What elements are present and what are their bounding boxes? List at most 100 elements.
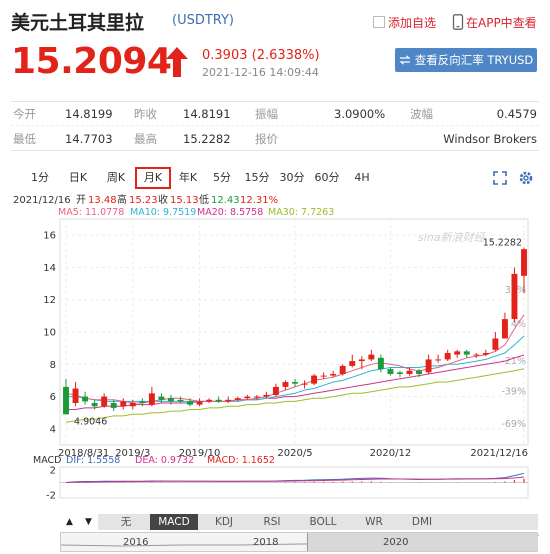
macd-y-tick: -2 — [46, 490, 56, 501]
candle-body — [416, 370, 422, 374]
candlestick-plot: sina新浪财经1614121086438%4%-21%-39%-69%2018… — [43, 218, 529, 459]
candle-body — [358, 359, 365, 362]
stats-row: 今开 14.8199 昨收 14.8191 振幅 3.0900% 波幅 0.45… — [11, 102, 539, 126]
tab-monthly[interactable]: 月K — [135, 167, 171, 189]
candle-body — [168, 398, 174, 402]
macd-y-tick: 2 — [50, 466, 56, 477]
ohlc-date: 2021/12/16 — [13, 195, 71, 206]
candle-body — [63, 386, 69, 415]
timeline-label: 2016 — [123, 537, 149, 548]
ma5-label: MA5: 11.0778 — [58, 207, 124, 218]
macd-dif: DIF: 1.5558 — [66, 455, 120, 466]
candle-body — [406, 370, 413, 374]
ohlc-close: 15.13 — [170, 195, 199, 206]
candle-body — [482, 352, 489, 355]
indicator-tab-kdj[interactable]: KDJ — [214, 516, 234, 528]
candle-body — [272, 386, 279, 395]
candle-body — [263, 394, 270, 397]
indicator-tab-none[interactable]: 无 — [120, 516, 132, 528]
stat-value-prev-close: 14.8191 — [183, 106, 231, 121]
tab-4h[interactable]: 4H — [354, 171, 370, 184]
pct-tick-label: -69% — [501, 419, 526, 430]
pct-tick-label: -39% — [501, 387, 526, 398]
candle-body — [225, 399, 232, 402]
kline-chart[interactable]: 2021/12/16 开 13.48 高 15.23 收 15.13 低 12.… — [0, 193, 550, 513]
candle-body — [339, 365, 346, 374]
stat-label-amplitude: 振幅 — [255, 106, 278, 121]
indicator-tab-wr[interactable]: WR — [365, 516, 383, 528]
macd-dea: DEA: 0.9732 — [135, 455, 194, 466]
candle-body — [206, 399, 213, 402]
indicator-tab-macd[interactable]: MACD — [150, 514, 198, 530]
candle-body — [244, 396, 251, 399]
candle-body — [129, 403, 136, 407]
stat-value-high: 15.2282 — [183, 132, 231, 146]
watermark: sina新浪财经 — [418, 231, 485, 244]
timeline-selection[interactable] — [307, 533, 538, 551]
indicator-nav: ▲ ▼ — [60, 514, 98, 530]
y-tick-label: 10 — [43, 328, 56, 339]
quote-stats-table: 今开 14.8199 昨收 14.8191 振幅 3.0900% 波幅 0.45… — [11, 101, 539, 151]
indicator-tab-dmi[interactable]: DMI — [411, 516, 433, 528]
prev-indicator-icon[interactable]: ▲ — [66, 517, 73, 527]
indicator-tab-boll[interactable]: BOLL — [309, 516, 337, 528]
y-tick-label: 14 — [43, 263, 56, 274]
x-tick-label: 2021/12/16 — [470, 448, 528, 459]
view-in-app-label: 在APP中查看 — [466, 15, 537, 30]
candle-body — [139, 401, 146, 404]
min-price-label: 4.9046 — [74, 416, 107, 427]
tab-yearly[interactable]: 年K — [178, 171, 198, 184]
candle-body — [91, 403, 98, 407]
ohlc-open-label: 开 — [76, 195, 86, 206]
candle-body — [158, 396, 165, 400]
stat-value-low: 14.7703 — [65, 132, 113, 146]
ohlc-close-label: 收 — [158, 193, 168, 206]
candle-body — [234, 398, 241, 400]
fullscreen-icon[interactable] — [493, 171, 507, 185]
add-favorite-label: 添加自选 — [388, 15, 437, 30]
view-in-app-button[interactable]: 在APP中查看 — [452, 12, 537, 32]
candle-body — [253, 396, 260, 398]
candle-body — [501, 319, 508, 339]
stat-value-open: 14.8199 — [65, 106, 113, 121]
timeline-navigator[interactable]: 2016 2018 2020 — [60, 532, 539, 552]
tab-5min[interactable]: 5分 — [213, 171, 231, 184]
candle-body — [101, 396, 108, 407]
macd-plot: 2 -2 — [46, 466, 529, 501]
candle-body — [368, 354, 375, 360]
candle-body — [463, 351, 470, 355]
price-change: 0.3903 (2.6338%) — [202, 48, 320, 63]
ohlc-low: 12.43 — [211, 195, 240, 206]
period-tabs: 1分 日K 周K 月K 年K 5分 15分 30分 60分 4H — [11, 167, 539, 189]
candle-body — [196, 401, 203, 405]
indicator-tab-rsi[interactable]: RSI — [263, 516, 281, 528]
ma30-label: MA30: 7.7263 — [268, 207, 334, 218]
phone-icon — [452, 14, 464, 30]
stat-label-prev-close: 昨收 — [134, 106, 157, 121]
add-favorite-button[interactable]: 添加自选 — [373, 12, 447, 32]
ohlc-open: 13.48 — [88, 195, 117, 206]
reverse-rate-button[interactable]: 查看反向汇率 TRYUSD — [395, 48, 537, 72]
tab-daily[interactable]: 日K — [68, 171, 88, 184]
stat-label-range: 波幅 — [410, 106, 433, 121]
tab-weekly[interactable]: 周K — [106, 171, 126, 184]
tab-30min[interactable]: 30分 — [279, 171, 305, 184]
candle-body — [425, 359, 432, 373]
candle-body — [120, 401, 127, 407]
pct-tick-label: -21% — [501, 356, 526, 367]
pct-tick-label: 4% — [511, 319, 526, 330]
tab-15min[interactable]: 15分 — [244, 171, 270, 184]
settings-icon[interactable] — [518, 170, 534, 186]
next-indicator-icon[interactable]: ▼ — [85, 517, 92, 527]
candle-body — [282, 382, 289, 387]
candle-body — [349, 361, 356, 366]
tab-60min[interactable]: 60分 — [314, 171, 340, 184]
candle-body — [377, 357, 384, 370]
candle-body — [320, 375, 327, 377]
checkbox-icon[interactable] — [373, 16, 385, 28]
stat-label-high: 最高 — [134, 132, 157, 146]
tab-1min[interactable]: 1分 — [31, 171, 49, 184]
candle-body — [473, 354, 480, 356]
y-tick-label: 4 — [50, 424, 56, 435]
x-tick-label: 2020/12 — [370, 448, 412, 459]
